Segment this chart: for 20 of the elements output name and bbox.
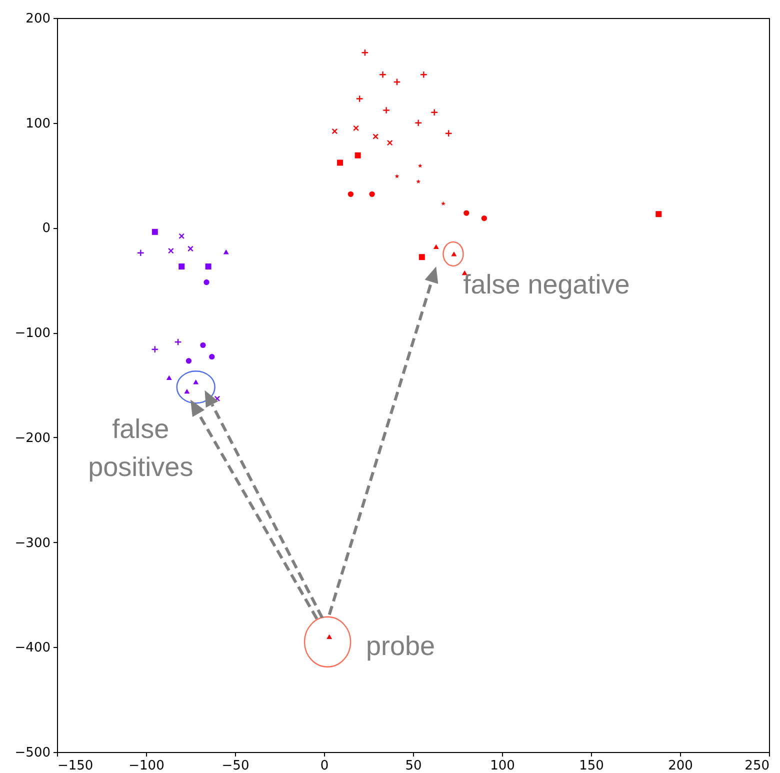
y-tick-label: −100 <box>14 326 50 342</box>
x-tick-label: 200 <box>668 758 693 773</box>
y-tick-label: −300 <box>14 536 50 551</box>
x-tick-label: −150 <box>58 758 94 773</box>
annotation: false negative <box>463 269 630 300</box>
annotation: probe <box>366 631 436 662</box>
x-tick-label: −100 <box>128 758 164 773</box>
annotation: false positives <box>88 414 194 482</box>
y-tick-label: −400 <box>14 640 50 656</box>
x-tick-label: 250 <box>744 758 770 773</box>
y-tick-label: −200 <box>14 430 50 446</box>
x-tick-label: −50 <box>222 758 250 773</box>
y-tick-label: 200 <box>26 12 50 26</box>
x-tick-label: 150 <box>579 758 604 773</box>
y-tick-label: 0 <box>42 221 50 236</box>
y-tick-label: −500 <box>14 746 50 760</box>
x-tick-label: 100 <box>490 758 515 773</box>
x-tick-label: 0 <box>320 758 329 773</box>
y-tick-label: 100 <box>26 116 50 132</box>
x-tick-label: 50 <box>405 758 422 773</box>
